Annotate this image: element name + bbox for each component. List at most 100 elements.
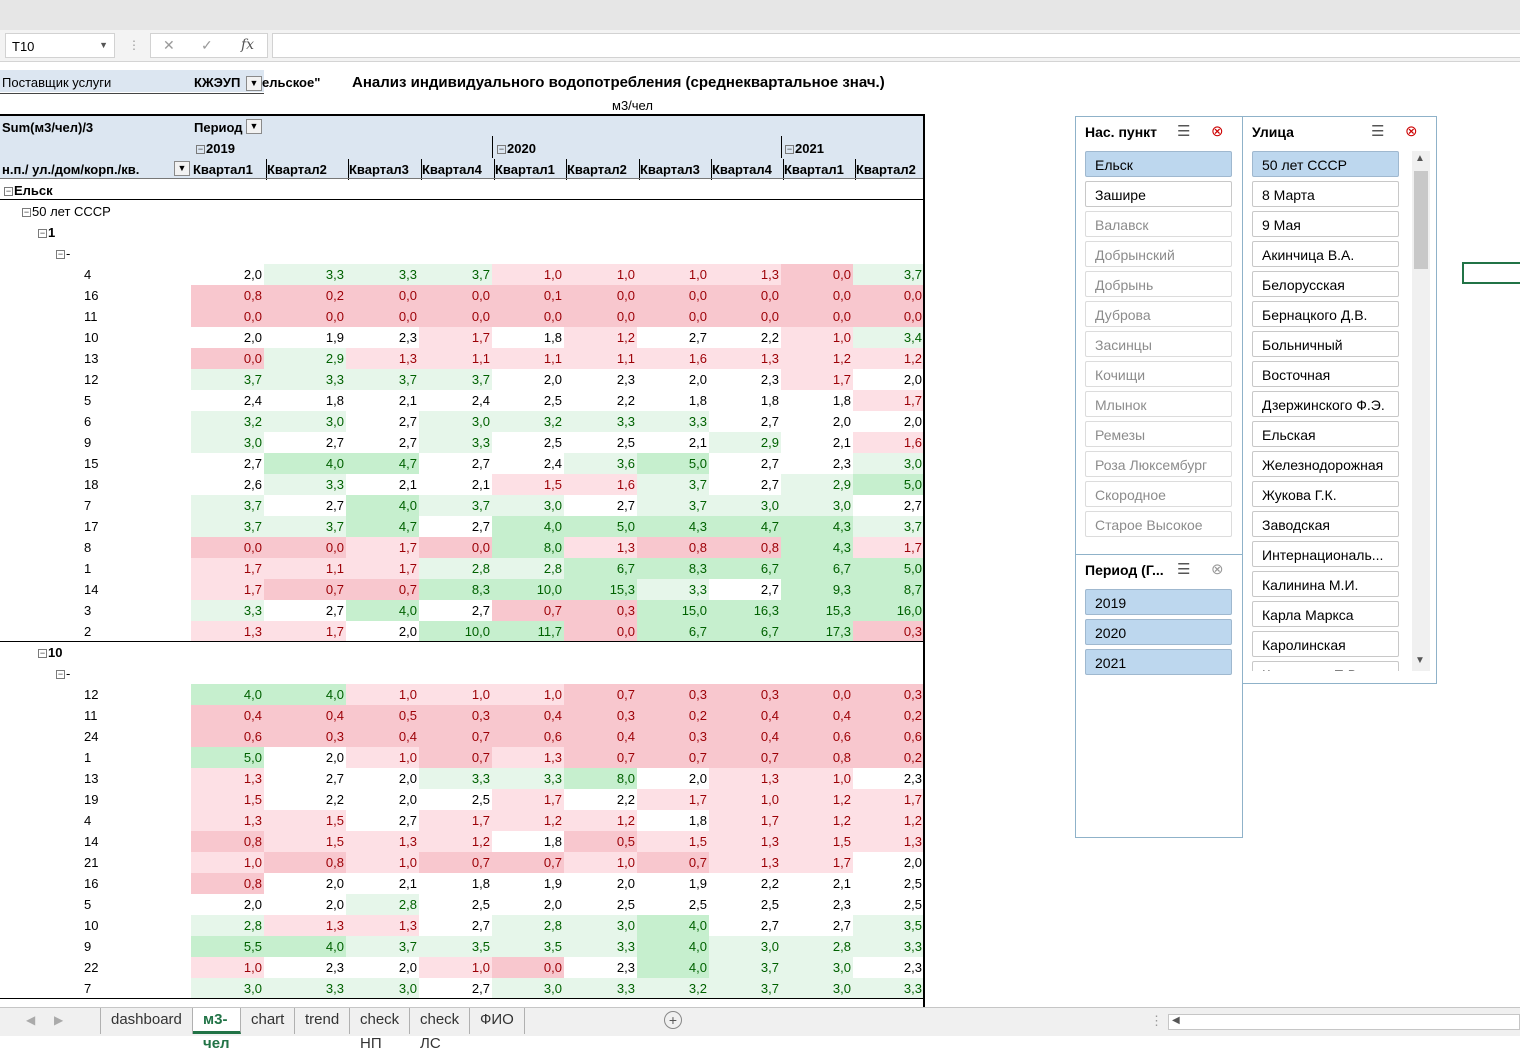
value-cell[interactable]: 0,8 bbox=[709, 537, 781, 558]
value-cell[interactable]: 3,7 bbox=[419, 264, 492, 285]
filter-value[interactable]: КЖЭУП bbox=[194, 75, 241, 90]
value-cell[interactable]: 2,0 bbox=[264, 894, 346, 915]
cancel-icon[interactable]: ✕ bbox=[163, 37, 175, 53]
value-cell[interactable]: 0,7 bbox=[492, 600, 564, 621]
value-cell[interactable]: 0,1 bbox=[492, 285, 564, 306]
scroll-up-icon[interactable]: ▲ bbox=[1415, 153, 1425, 164]
value-cell[interactable]: 0,0 bbox=[191, 348, 264, 369]
chevron-down-icon[interactable]: ▼ bbox=[99, 40, 108, 50]
value-cell[interactable]: 0,5 bbox=[346, 705, 419, 726]
value-cell[interactable]: 3,3 bbox=[264, 264, 346, 285]
value-cell[interactable]: 2,3 bbox=[564, 369, 637, 390]
value-cell[interactable]: 1,0 bbox=[191, 852, 264, 873]
slicer-item[interactable]: Дзержинского Ф.Э. bbox=[1252, 391, 1399, 417]
value-cell[interactable]: 2,0 bbox=[853, 411, 924, 432]
collapse-icon[interactable]: − bbox=[56, 669, 65, 680]
value-cell[interactable]: 4,0 bbox=[264, 453, 346, 474]
value-cell[interactable]: 0,0 bbox=[564, 306, 637, 327]
value-cell[interactable]: 1,3 bbox=[709, 852, 781, 873]
value-cell[interactable]: 0,4 bbox=[492, 705, 564, 726]
value-cell[interactable]: 2,1 bbox=[346, 390, 419, 411]
value-cell[interactable]: 3,0 bbox=[419, 411, 492, 432]
value-cell[interactable]: 1,7 bbox=[781, 369, 853, 390]
value-cell[interactable]: 2,3 bbox=[853, 957, 924, 978]
slicer-item[interactable]: Железнодорожная bbox=[1252, 451, 1399, 477]
multi-select-icon[interactable]: ☰ bbox=[1177, 123, 1191, 140]
korp-row[interactable]: − - bbox=[56, 243, 176, 264]
value-cell[interactable]: 2,0 bbox=[191, 894, 264, 915]
value-cell[interactable]: 3,7 bbox=[709, 978, 781, 999]
value-cell[interactable]: 3,0 bbox=[492, 978, 564, 999]
value-cell[interactable]: 1,5 bbox=[264, 810, 346, 831]
filter-dropdown-icon[interactable]: ▼ bbox=[246, 76, 262, 91]
value-cell[interactable]: 0,0 bbox=[346, 306, 419, 327]
value-cell[interactable]: 0,0 bbox=[419, 306, 492, 327]
value-cell[interactable]: 0,7 bbox=[637, 747, 709, 768]
value-cell[interactable]: 5,0 bbox=[191, 747, 264, 768]
value-cell[interactable]: 0,4 bbox=[191, 705, 264, 726]
value-cell[interactable]: 3,3 bbox=[492, 768, 564, 789]
value-cell[interactable]: 5,0 bbox=[853, 474, 924, 495]
value-cell[interactable]: 0,7 bbox=[492, 852, 564, 873]
value-cell[interactable]: 3,0 bbox=[191, 978, 264, 999]
value-cell[interactable]: 0,7 bbox=[264, 579, 346, 600]
tab-prev-icon[interactable]: ◀ bbox=[26, 1013, 36, 1027]
value-cell[interactable]: 3,0 bbox=[781, 495, 853, 516]
sheet-tab[interactable]: check ЛС bbox=[410, 1008, 471, 1052]
value-cell[interactable]: 1,1 bbox=[419, 348, 492, 369]
sheet-tab[interactable]: м3-чел bbox=[193, 1008, 241, 1052]
value-cell[interactable]: 0,2 bbox=[853, 747, 924, 768]
slicer-item[interactable]: Интернациональ... bbox=[1252, 541, 1399, 567]
value-cell[interactable]: 2,3 bbox=[781, 453, 853, 474]
value-cell[interactable]: 1,7 bbox=[637, 789, 709, 810]
value-cell[interactable]: 0,3 bbox=[637, 726, 709, 747]
value-cell[interactable]: 3,3 bbox=[637, 411, 709, 432]
value-cell[interactable]: 0,0 bbox=[564, 285, 637, 306]
slicer-item[interactable]: 9 Мая bbox=[1252, 211, 1399, 237]
value-cell[interactable]: 0,0 bbox=[191, 306, 264, 327]
value-cell[interactable]: 1,3 bbox=[564, 537, 637, 558]
value-cell[interactable]: 1,1 bbox=[564, 348, 637, 369]
value-cell[interactable]: 0,3 bbox=[853, 684, 924, 705]
value-cell[interactable]: 0,8 bbox=[191, 831, 264, 852]
value-cell[interactable]: 0,6 bbox=[492, 726, 564, 747]
value-cell[interactable]: 1,5 bbox=[637, 831, 709, 852]
value-cell[interactable]: 2,3 bbox=[564, 957, 637, 978]
value-cell[interactable]: 2,7 bbox=[709, 579, 781, 600]
value-cell[interactable]: 3,7 bbox=[853, 264, 924, 285]
column-filter-icon[interactable]: ▼ bbox=[246, 119, 262, 134]
scroll-thumb[interactable] bbox=[1414, 171, 1428, 269]
value-cell[interactable]: 2,7 bbox=[637, 327, 709, 348]
value-cell[interactable]: 0,7 bbox=[419, 852, 492, 873]
value-cell[interactable]: 1,3 bbox=[709, 348, 781, 369]
value-cell[interactable]: 2,7 bbox=[419, 978, 492, 999]
enter-icon[interactable]: ✓ bbox=[201, 37, 213, 53]
value-cell[interactable]: 1,0 bbox=[564, 852, 637, 873]
value-cell[interactable]: 1,0 bbox=[637, 264, 709, 285]
value-cell[interactable]: 1,6 bbox=[853, 432, 924, 453]
value-cell[interactable]: 4,3 bbox=[781, 537, 853, 558]
value-cell[interactable]: 0,0 bbox=[264, 537, 346, 558]
value-cell[interactable]: 11,7 bbox=[492, 621, 564, 642]
value-cell[interactable]: 1,3 bbox=[191, 810, 264, 831]
value-cell[interactable]: 1,7 bbox=[419, 810, 492, 831]
slicer-item[interactable]: 2020 bbox=[1085, 619, 1232, 645]
value-cell[interactable]: 4,7 bbox=[346, 453, 419, 474]
collapse-icon[interactable]: − bbox=[56, 249, 65, 260]
value-cell[interactable]: 0,3 bbox=[564, 600, 637, 621]
value-cell[interactable]: 0,4 bbox=[264, 705, 346, 726]
value-cell[interactable]: 1,7 bbox=[492, 789, 564, 810]
slicer-item[interactable]: Роза Люксембург bbox=[1085, 451, 1232, 477]
active-cell-cursor[interactable] bbox=[1462, 262, 1520, 284]
value-cell[interactable]: 3,0 bbox=[564, 915, 637, 936]
value-cell[interactable]: 10,0 bbox=[492, 579, 564, 600]
value-cell[interactable]: 1,0 bbox=[419, 957, 492, 978]
value-cell[interactable]: 1,7 bbox=[346, 558, 419, 579]
value-cell[interactable]: 2,5 bbox=[564, 894, 637, 915]
value-cell[interactable]: 0,8 bbox=[637, 537, 709, 558]
value-cell[interactable]: 0,0 bbox=[709, 306, 781, 327]
slicer-item[interactable]: Ремезы bbox=[1085, 421, 1232, 447]
scroll-left-icon[interactable]: ◀ bbox=[1172, 1015, 1180, 1026]
value-cell[interactable]: 1,8 bbox=[492, 327, 564, 348]
value-cell[interactable]: 3,6 bbox=[564, 453, 637, 474]
